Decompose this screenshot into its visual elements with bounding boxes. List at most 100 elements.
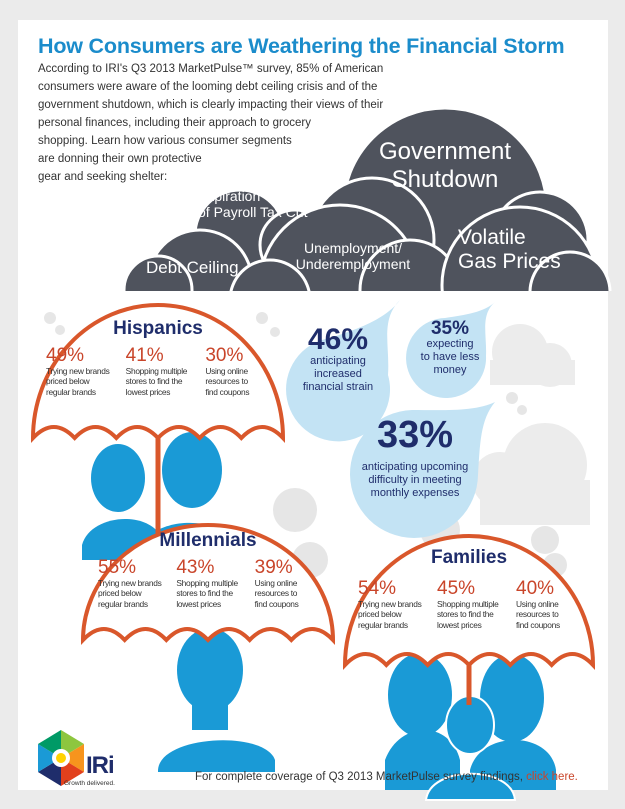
cloud-unemployment bbox=[229, 203, 462, 291]
umbrella-pole bbox=[466, 651, 472, 705]
stat: 55% Trying new brands priced below regular … bbox=[98, 558, 173, 609]
family-child-silhouette bbox=[424, 695, 517, 801]
stat: 40% Using online resources to find coupons bbox=[516, 579, 592, 630]
drop-desc-line: financial strain bbox=[302, 381, 374, 393]
raindrop-33 bbox=[350, 402, 495, 538]
segment-title: Families bbox=[430, 547, 508, 568]
storm-clouds bbox=[122, 106, 612, 291]
drop-desc-line: difficulty in meeting bbox=[368, 474, 462, 486]
umbrella-pole bbox=[155, 424, 161, 538]
click-here-link[interactable]: click here. bbox=[526, 771, 578, 783]
millennial-silhouette bbox=[158, 628, 275, 772]
cloud-label-line: Underemployment bbox=[295, 256, 411, 273]
stat-pct: 54% bbox=[358, 578, 397, 599]
stat-pct: 45% bbox=[437, 578, 476, 599]
stat-desc: resources to bbox=[205, 376, 248, 387]
stat-desc: Using online bbox=[516, 599, 559, 609]
stat-desc: Trying new brands bbox=[46, 366, 110, 376]
cloud-label-payroll: Expiration of Payroll Tax Cut bbox=[198, 188, 307, 220]
segment-stats: 55% Trying new brands priced below regular … bbox=[98, 558, 330, 609]
page-title: How Consumers are Weathering the Financi… bbox=[38, 34, 565, 58]
stat: 49% Trying new brands priced below regular … bbox=[46, 346, 123, 397]
cloud-debt-ceiling bbox=[122, 228, 254, 291]
stat-desc: Shopping multiple bbox=[176, 578, 238, 588]
stat-desc: lowest prices bbox=[176, 598, 221, 609]
stat-pct: 30% bbox=[205, 345, 244, 366]
intro-line: shopping. Learn how various consumer seg… bbox=[38, 135, 292, 147]
cloud-label-line: of Payroll Tax Cut bbox=[198, 204, 308, 221]
footer-label: For complete coverage of Q3 2013 MarketP… bbox=[195, 771, 527, 783]
stat-pct: 40% bbox=[516, 578, 555, 599]
umbrella-icon bbox=[30, 303, 286, 538]
stat: 39% Using online resources to find coupons bbox=[255, 558, 330, 609]
stat-desc: regular brands bbox=[46, 386, 96, 397]
drop-stat-35: 35% expecting to have less money bbox=[408, 318, 492, 377]
cloud-label-line: Expiration bbox=[198, 188, 261, 204]
segment-title: Millennials bbox=[159, 530, 257, 551]
stat-desc: Trying new brands bbox=[98, 578, 162, 588]
umbrella-canopy bbox=[80, 523, 336, 646]
stat-pct: 41% bbox=[125, 345, 164, 366]
intro-line: consumers were aware of the looming debt… bbox=[38, 81, 378, 93]
stat: 30% Using online resources to find coupons bbox=[205, 346, 282, 397]
stat-desc: lowest prices bbox=[437, 619, 482, 630]
intro-line: government shutdown, which is clearly im… bbox=[38, 99, 384, 111]
cloud-label-gas: Volatile Gas Prices bbox=[458, 226, 561, 274]
iri-logo-text: IRi bbox=[86, 752, 115, 779]
raindrop-46 bbox=[286, 300, 400, 442]
umbrella-icon bbox=[342, 534, 596, 705]
stat-desc: find coupons bbox=[516, 619, 560, 630]
stat-pct: 39% bbox=[254, 557, 293, 578]
segment-title: Hispanics bbox=[113, 318, 203, 339]
cloud-gas-prices bbox=[440, 205, 612, 291]
stat: 41% Shopping multiple stores to find the lo… bbox=[126, 346, 203, 397]
drop-pct: 46% bbox=[307, 323, 369, 356]
cloud-label-line: Government bbox=[378, 138, 512, 165]
stat-desc: priced below bbox=[46, 376, 90, 387]
stat-desc: resources to bbox=[254, 588, 298, 599]
stat-desc: regular brands bbox=[358, 619, 408, 630]
cloud-label-unemployment: Unemployment/ Underemployment bbox=[288, 240, 418, 272]
stat-desc: find coupons bbox=[205, 386, 250, 397]
segment-stats: 49% Trying new brands priced below regular … bbox=[46, 346, 282, 397]
intro-line: are donning their own protective bbox=[38, 153, 202, 165]
umbrella-hispanics: Hispanics 49% Trying new brands priced bel… bbox=[30, 302, 286, 538]
drop-desc-line: anticipating upcoming bbox=[361, 461, 469, 473]
stat-desc: find coupons bbox=[254, 598, 299, 609]
stat-raindrops bbox=[286, 300, 495, 538]
iri-logo-icon bbox=[38, 730, 84, 786]
segment-stats: 54% Trying new brands priced below regular … bbox=[358, 579, 592, 630]
umbrella-families: Families 54% Trying new brands priced belo… bbox=[342, 533, 596, 705]
intro-paragraph: According to IRI's Q3 2013 MarketPulse™ … bbox=[38, 60, 428, 186]
footer-text: For complete coverage of Q3 2013 MarketP… bbox=[195, 771, 578, 783]
stat-desc: Shopping multiple bbox=[437, 599, 499, 609]
family-father-silhouette bbox=[385, 653, 460, 790]
stat-desc: lowest prices bbox=[125, 386, 171, 397]
drop-stat-46: 46% anticipating increased financial str… bbox=[286, 325, 390, 394]
drop-pct: 33% bbox=[376, 414, 454, 456]
stat-desc: stores to find the bbox=[176, 588, 233, 599]
cloud-label-line: Volatile bbox=[458, 226, 526, 249]
stat-desc: stores to find the bbox=[125, 376, 183, 387]
stat-desc: Using online bbox=[205, 366, 248, 376]
cloud-label-line: Unemployment/ bbox=[303, 240, 403, 256]
cloud-label-government: Government Shutdown bbox=[360, 138, 530, 193]
cloud-label-line: Shutdown bbox=[391, 165, 499, 193]
stat-pct: 43% bbox=[176, 557, 215, 578]
stat-desc: stores to find the bbox=[437, 609, 494, 620]
drop-desc-line: to have less bbox=[420, 351, 480, 363]
intro-line: According to IRI's Q3 2013 MarketPulse™ … bbox=[38, 63, 384, 75]
stat-pct: 49% bbox=[46, 345, 85, 366]
drop-desc-line: anticipating bbox=[310, 355, 366, 367]
background-clouds bbox=[472, 324, 590, 525]
raindrop-35 bbox=[406, 302, 495, 398]
umbrella-canopy bbox=[342, 534, 596, 671]
umbrella-millennials: Millennials 55% Trying new brands priced b… bbox=[80, 522, 336, 647]
drop-desc-line: monthly expenses bbox=[370, 487, 460, 499]
drop-desc-line: money bbox=[433, 364, 467, 376]
stat-desc: priced below bbox=[358, 609, 402, 620]
stat-pct: 55% bbox=[98, 557, 137, 578]
stat-desc: Trying new brands bbox=[358, 599, 422, 609]
drop-pct: 35% bbox=[430, 318, 470, 339]
stat: 43% Shopping multiple stores to find the lo… bbox=[176, 558, 251, 609]
